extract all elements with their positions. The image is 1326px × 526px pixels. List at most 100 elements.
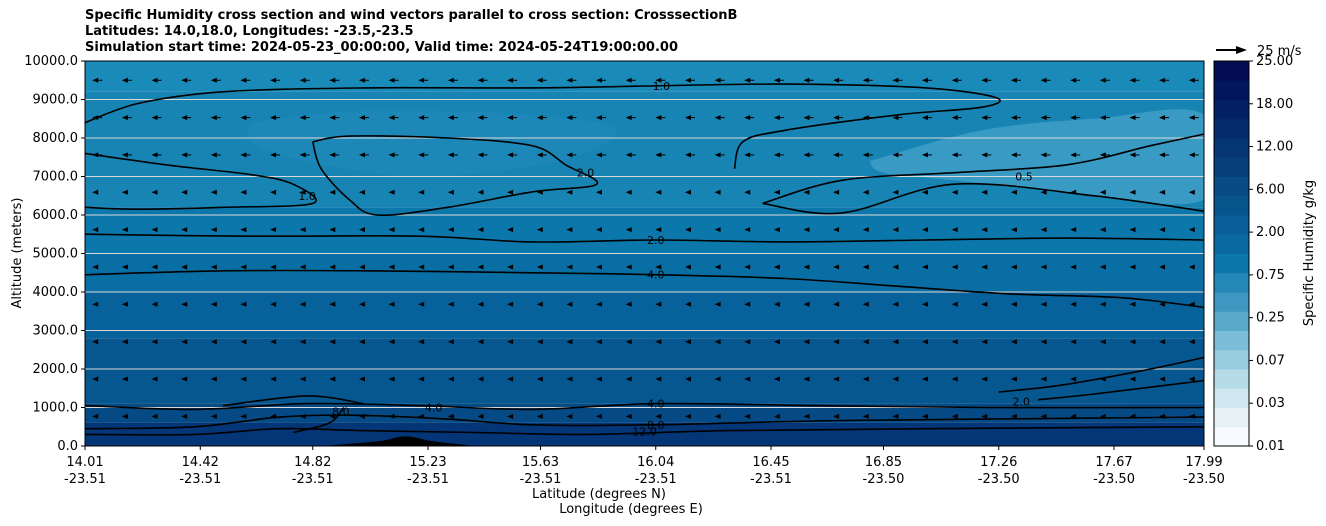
colorbar-segment-10: [1214, 234, 1249, 254]
wind-vector-340: [1159, 376, 1166, 382]
wind-vector-374: [1040, 413, 1047, 419]
wind-vector-281: [536, 339, 543, 345]
wind-vector-355: [477, 413, 484, 419]
wind-vector-247: [655, 301, 662, 307]
wind-vector-19: [655, 77, 662, 83]
wind-vector-154: [151, 227, 158, 233]
wind-vector-107: [1010, 152, 1017, 158]
y-tick-label-10: 10000.0: [24, 54, 78, 69]
colorbar-segment-19: [1214, 61, 1249, 81]
wind-vector-46: [329, 115, 336, 121]
wind-vector-97: [714, 152, 721, 158]
wind-vector-158: [270, 227, 277, 233]
wind-vector-68: [981, 115, 988, 121]
wind-vector-297: [1010, 339, 1017, 345]
wind-vector-165: [477, 227, 484, 233]
wind-vector-58: [685, 115, 691, 121]
wind-vector-92: [566, 152, 573, 158]
wind-vector-286: [685, 339, 691, 345]
wind-vector-228: [92, 301, 99, 307]
wind-vector-372: [981, 413, 988, 419]
wind-vector-238: [388, 301, 395, 307]
wind-vector-301: [1129, 339, 1136, 345]
wind-vector-54: [566, 115, 573, 121]
wind-vector-23: [773, 77, 780, 83]
wind-vector-341: [1188, 376, 1195, 382]
wind-vector-89: [477, 152, 484, 158]
colorbar-segment-15: [1214, 138, 1249, 158]
wind-vector-226: [1159, 264, 1166, 270]
wind-vector-233: [240, 301, 247, 307]
wind-vector-249: [714, 301, 721, 307]
wind-vector-86: [388, 152, 395, 158]
wind-vector-190: [92, 264, 99, 270]
wind-vector-303: [1188, 339, 1195, 345]
wind-vector-20: [685, 77, 691, 83]
wind-vector-98: [744, 152, 751, 158]
wind-vector-53: [536, 115, 543, 121]
wind-vector-74: [1159, 115, 1166, 121]
wind-vector-25: [833, 77, 840, 83]
wind-vector-49: [418, 115, 425, 121]
wind-vector-14: [507, 77, 514, 83]
contour-label-7: 2.0: [1012, 396, 1030, 409]
wind-vector-148: [1099, 189, 1106, 195]
wind-vector-293: [892, 339, 899, 345]
wind-vector-217: [892, 264, 899, 270]
wind-vector-177: [833, 227, 840, 233]
humidity-contours: [85, 83, 1204, 436]
wind-vector-246: [625, 301, 632, 307]
colorbar-tick-label-2: 0.07: [1256, 353, 1285, 368]
wind-vector-280: [507, 339, 514, 345]
wind-vector-72: [1099, 115, 1106, 121]
wind-vector-283: [596, 339, 602, 345]
wind-vectors: [92, 77, 1199, 419]
colorbar-segment-13: [1214, 176, 1249, 197]
wind-vector-139: [833, 189, 840, 195]
wind-vector-178: [862, 227, 869, 233]
colorbar-segment-2: [1214, 388, 1249, 408]
contour-line-4: [762, 182, 1204, 215]
wind-vector-271: [240, 339, 247, 345]
contour-label-3: 0.5: [1015, 171, 1033, 184]
wind-vector-371: [951, 413, 958, 419]
wind-vector-173: [714, 227, 721, 233]
wind-vector-292: [862, 339, 869, 345]
wind-vector-114: [92, 189, 99, 195]
wind-vector-159: [299, 227, 306, 233]
wind-vector-266: [92, 339, 99, 345]
wind-vector-267: [121, 339, 128, 345]
colorbar-segment-8: [1214, 272, 1249, 293]
wind-vector-24: [803, 77, 810, 83]
wind-vector-164: [447, 227, 454, 233]
wind-vector-151: [1188, 189, 1195, 195]
wind-vector-235: [299, 301, 306, 307]
wind-vector-137: [773, 189, 780, 195]
wind-vector-213: [773, 264, 780, 270]
contour-label-12: 12.0: [632, 425, 657, 438]
wind-vector-356: [507, 413, 514, 419]
x-tick-lon-label-9: -23.50: [1093, 472, 1135, 487]
wind-vector-12: [447, 77, 454, 83]
wind-vector-121: [299, 189, 306, 195]
wind-vector-106: [981, 152, 988, 158]
wind-vector-175: [773, 227, 780, 233]
wind-vector-258: [981, 301, 988, 307]
wind-vector-189: [1188, 227, 1195, 233]
wind-vector-43: [240, 115, 247, 121]
chart-title: Specific Humidity cross section and wind…: [85, 8, 737, 56]
wind-vector-306: [151, 376, 158, 382]
wind-vector-322: [625, 376, 632, 382]
wind-vector-108: [1040, 152, 1047, 158]
wind-vector-144: [981, 189, 988, 195]
contour-line-7: [1038, 379, 1204, 401]
wind-vector-200: [388, 264, 395, 270]
wind-vector-93: [596, 152, 602, 158]
contour-label-5: 2.0: [647, 234, 665, 247]
wind-vector-113: [1188, 152, 1195, 158]
wind-vector-295: [951, 339, 958, 345]
wind-vector-307: [181, 376, 188, 382]
wind-vector-324: [685, 376, 691, 382]
wind-vector-263: [1129, 301, 1136, 307]
wind-vector-90: [507, 152, 514, 158]
